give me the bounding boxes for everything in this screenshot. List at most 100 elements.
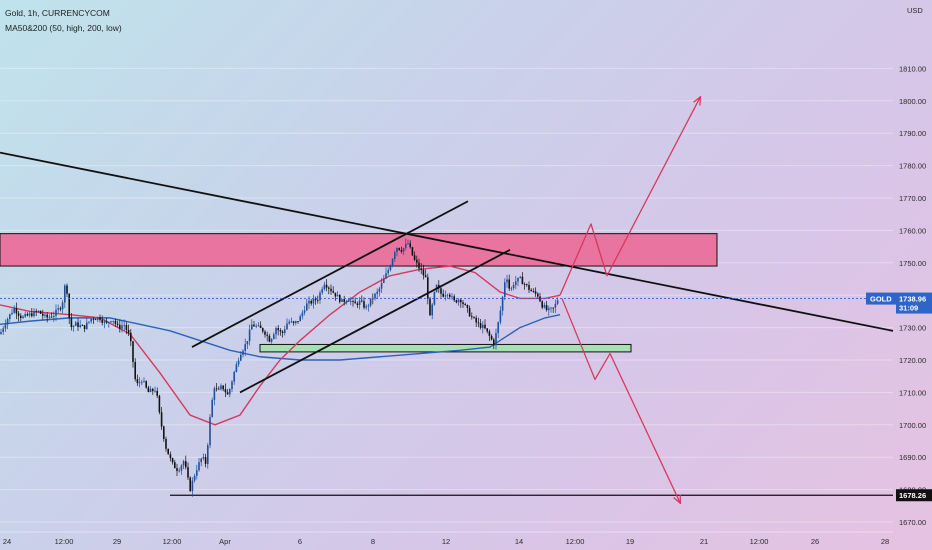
- candle-body: [424, 275, 427, 278]
- candle-body: [231, 381, 233, 390]
- y-tick-label: 1700.00: [899, 421, 926, 430]
- candle-body: [70, 318, 73, 328]
- candle-body: [193, 475, 196, 481]
- y-tick-label: 1790.00: [899, 129, 926, 138]
- candle-body: [134, 361, 136, 380]
- candle-body: [380, 282, 383, 289]
- candle-body: [273, 334, 275, 339]
- candle-body: [471, 316, 473, 318]
- candle-body: [550, 307, 552, 309]
- candle-body: [77, 322, 79, 327]
- candle-body: [387, 270, 389, 274]
- candle-body: [521, 276, 524, 285]
- candle-body: [442, 293, 444, 297]
- candle-body: [477, 322, 480, 324]
- candle-body: [376, 291, 378, 294]
- candle-body: [215, 388, 218, 390]
- candle-body: [39, 310, 42, 314]
- candle-body: [429, 298, 431, 316]
- candle-body: [174, 462, 176, 469]
- candle-body: [42, 313, 44, 316]
- candle-body: [158, 395, 161, 413]
- candle-body: [303, 310, 306, 313]
- chart-legend: Gold, 1h, CURRENCYCOM MA50&200 (50, high…: [5, 6, 122, 36]
- candle-body: [358, 300, 361, 306]
- candle-body: [279, 330, 282, 332]
- bearish-projection: [561, 298, 680, 502]
- candle-body: [345, 301, 348, 303]
- x-tick-label: 12: [442, 537, 450, 546]
- candle-body: [455, 300, 458, 303]
- candle-body: [299, 316, 301, 322]
- candle-body: [420, 268, 422, 270]
- y-tick-label: 1760.00: [899, 226, 926, 235]
- candle-body: [515, 281, 517, 285]
- candle-body: [163, 426, 165, 439]
- x-tick-label: 24: [3, 537, 11, 546]
- candle-body: [534, 291, 537, 294]
- candle-body: [209, 417, 211, 446]
- x-tick-label: 14: [515, 537, 523, 546]
- candle-body: [473, 317, 475, 318]
- candle-body: [422, 269, 425, 276]
- candle-body: [103, 321, 106, 323]
- candle-body: [233, 371, 235, 382]
- y-tick-label: 1690.00: [899, 453, 926, 462]
- candle-body: [187, 467, 189, 478]
- candle-body: [222, 385, 224, 390]
- candle-body: [354, 301, 356, 304]
- candle-body: [266, 334, 268, 336]
- candle-body: [277, 328, 279, 331]
- candle-body: [556, 300, 559, 304]
- candle-body: [510, 287, 513, 289]
- candle-body: [339, 295, 341, 302]
- candle-body: [196, 470, 198, 476]
- candle-body: [143, 381, 145, 383]
- candle-body: [167, 448, 169, 455]
- candle-body: [290, 321, 293, 323]
- y-tick-label: 1780.00: [899, 162, 926, 171]
- candle-body: [202, 457, 205, 459]
- price-axis-bg: [900, 0, 932, 550]
- candle-body: [156, 390, 158, 396]
- candle-body: [475, 317, 477, 323]
- candle-body: [66, 285, 68, 294]
- candle-body: [310, 300, 312, 304]
- candle-body: [13, 308, 15, 313]
- candle-body: [251, 324, 253, 330]
- candle-body: [314, 298, 317, 301]
- candle-body: [457, 299, 460, 303]
- candle-body: [347, 301, 350, 302]
- candle-body: [191, 480, 194, 492]
- symbol-title[interactable]: Gold, 1h, CURRENCYCOM: [5, 8, 110, 18]
- candle-body: [0, 331, 2, 335]
- indicator-label[interactable]: MA50&200 (50, high, 200, low): [5, 23, 122, 33]
- candle-body: [64, 285, 66, 303]
- candle-body: [336, 295, 339, 297]
- candle-body: [512, 284, 515, 288]
- candle-body: [519, 276, 521, 278]
- candle-body: [90, 318, 92, 322]
- candle-body: [501, 296, 504, 311]
- candle-body: [229, 389, 231, 395]
- candle-body: [328, 287, 330, 289]
- x-tick-label: 12:00: [163, 537, 182, 546]
- candle-body: [26, 314, 29, 316]
- candle-body: [224, 389, 227, 393]
- candle-body: [363, 301, 365, 308]
- bullish-projection: [559, 98, 700, 296]
- candle-body: [288, 321, 290, 324]
- candle-body: [295, 321, 297, 323]
- candle-body: [11, 312, 13, 315]
- ma50-line: [0, 265, 561, 426]
- candle-body: [86, 322, 88, 330]
- candle-body: [444, 295, 447, 297]
- candle-body: [204, 457, 207, 464]
- candle-body: [497, 322, 499, 333]
- candle-body: [262, 328, 264, 332]
- candle-body: [136, 379, 139, 384]
- channel-upper-line: [191, 200, 469, 348]
- candle-body: [101, 319, 103, 323]
